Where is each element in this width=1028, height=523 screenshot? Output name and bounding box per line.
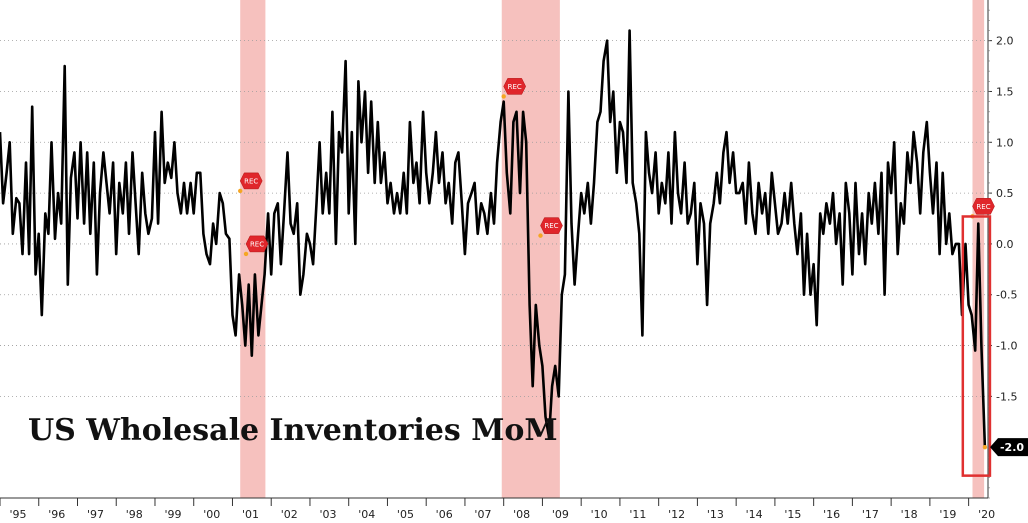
rec-marker-shape xyxy=(972,198,995,215)
highlight-rect xyxy=(961,215,992,477)
last-value-text: -2.0 xyxy=(1000,441,1024,454)
rec-marker-dot xyxy=(238,188,243,194)
x-tick-label: '04 xyxy=(358,508,375,521)
x-tick-label: '15 xyxy=(784,508,801,521)
x-tick-label: '17 xyxy=(862,508,879,521)
x-tick-label: '19 xyxy=(939,508,956,521)
rec-marker-label: REC xyxy=(544,222,558,230)
x-tick-label: '96 xyxy=(48,508,65,521)
x-tick-label: '01 xyxy=(242,508,259,521)
chart-title: US Wholesale Inventories MoM xyxy=(28,413,558,448)
rec-marker: REC xyxy=(501,78,526,99)
rec-marker-shape xyxy=(245,235,269,253)
recession-markers: REC REC REC REC REC xyxy=(238,78,995,257)
y-tick-label: 2.0 xyxy=(996,35,1014,48)
x-tick-label: '09 xyxy=(552,508,569,521)
x-tick-label: '97 xyxy=(87,508,104,521)
x-tick-label: '98 xyxy=(126,508,143,521)
rec-marker-shape xyxy=(503,78,526,95)
x-tick-label: '08 xyxy=(513,508,530,521)
x-tick-label: '14 xyxy=(746,508,763,521)
rec-marker-label: REC xyxy=(976,203,990,211)
last-value-label: -2.0 xyxy=(982,438,1028,457)
y-tick-label: -1.5 xyxy=(996,390,1017,403)
x-tick-label: '03 xyxy=(319,508,336,521)
highlight-box xyxy=(961,215,992,477)
x-tick-label: '13 xyxy=(707,508,724,521)
y-tick-label: -1.0 xyxy=(996,340,1017,353)
rec-marker-dot xyxy=(243,251,249,257)
last-value-badge xyxy=(990,438,1028,457)
y-tick-label: -0.5 xyxy=(996,289,1017,302)
x-tick-label: '06 xyxy=(436,508,453,521)
y-tick-label: 1.0 xyxy=(996,136,1014,149)
series xyxy=(0,29,987,448)
rec-marker-label: REC xyxy=(250,240,264,248)
y-tick-label: 0.5 xyxy=(996,187,1014,200)
x-tick-label: '02 xyxy=(281,508,298,521)
x-tick-label: '12 xyxy=(668,508,685,521)
rec-marker-shape xyxy=(239,172,263,190)
rec-marker-label: REC xyxy=(244,177,258,185)
rec-marker-dot xyxy=(501,94,506,99)
rec-marker: REC xyxy=(538,217,563,238)
y-tick-label: 0.0 xyxy=(996,238,1014,251)
x-tick-label: '10 xyxy=(591,508,608,521)
rec-marker-shape xyxy=(540,217,563,234)
axes xyxy=(0,0,989,499)
x-tick-label: '20 xyxy=(978,508,995,521)
x-tick-label: '05 xyxy=(397,508,414,521)
x-tick-label: '18 xyxy=(901,508,918,521)
x-axis: '95 '96 '97 '98 '99 '00 '01 '02 '03 '04 '05 '06 '07 '… xyxy=(0,498,995,521)
last-point-dot xyxy=(982,444,988,450)
x-tick-label: '95 xyxy=(9,508,26,521)
x-tick-label: '16 xyxy=(823,508,840,521)
x-tick-label: '99 xyxy=(164,508,181,521)
y-axis: 2.0 1.5 1.0 0.5 0.0 -0.5 -1.0 -1.5 xyxy=(988,9,1017,499)
rec-marker: REC xyxy=(243,235,269,257)
rec-marker-dot xyxy=(538,233,543,238)
x-tick-label: '07 xyxy=(474,508,491,521)
x-tick-label: '00 xyxy=(203,508,220,521)
rec-marker-label: REC xyxy=(508,83,522,91)
rec-marker: REC xyxy=(238,172,263,194)
y-tick-label: 1.5 xyxy=(996,85,1014,98)
series-line xyxy=(0,29,987,448)
x-tick-label: '11 xyxy=(629,508,646,521)
gridlines xyxy=(0,40,988,397)
